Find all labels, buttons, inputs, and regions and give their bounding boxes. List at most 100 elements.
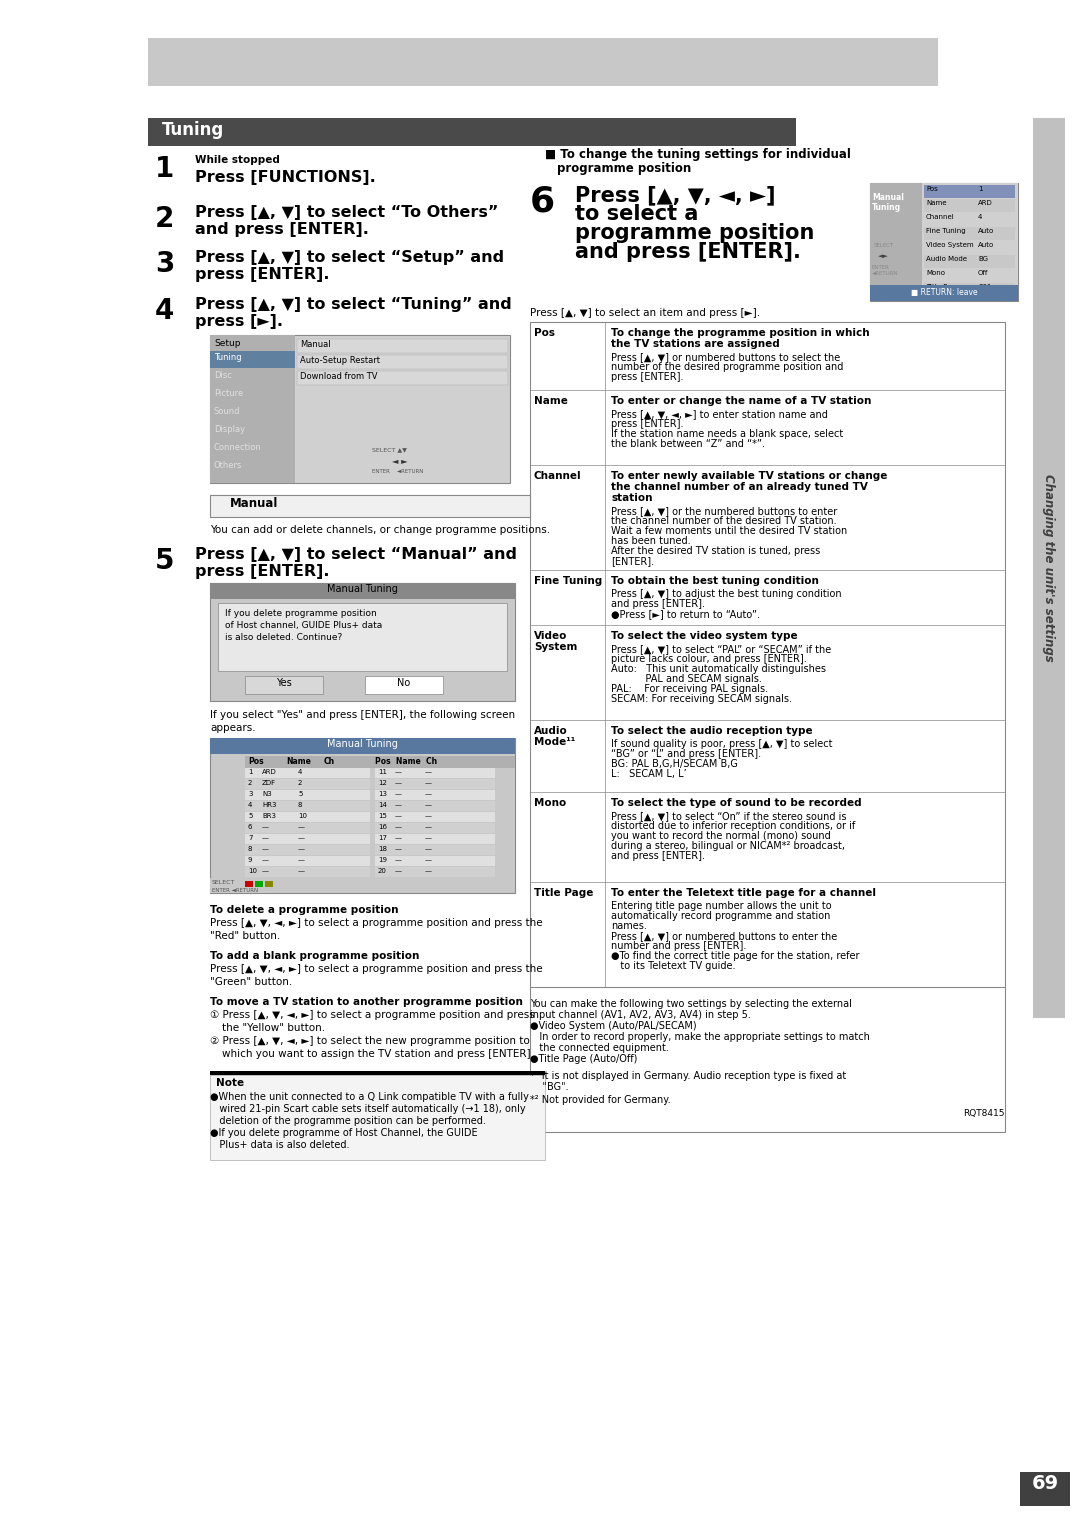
Text: 301: 301 <box>978 284 991 290</box>
Bar <box>375 824 495 833</box>
Text: “BG” or “L” and press [ENTER].: “BG” or “L” and press [ENTER]. <box>611 749 761 759</box>
Text: SELECT: SELECT <box>874 243 894 248</box>
Text: ENTER    ◄RETURN: ENTER ◄RETURN <box>372 469 423 474</box>
Text: deletion of the programme position can be performed.: deletion of the programme position can b… <box>210 1115 486 1126</box>
Bar <box>148 118 796 147</box>
Text: 10: 10 <box>248 868 257 874</box>
Text: ZDF: ZDF <box>262 779 276 785</box>
Text: 13: 13 <box>378 792 387 798</box>
Text: Title Page: Title Page <box>926 284 960 290</box>
Bar <box>210 879 270 892</box>
Text: programme position: programme position <box>557 162 691 176</box>
Text: RQT8415: RQT8415 <box>963 1109 1005 1118</box>
Text: press [ENTER].: press [ENTER]. <box>195 564 329 579</box>
Text: SELECT ▲▼: SELECT ▲▼ <box>372 448 407 452</box>
Text: number and press [ENTER].: number and press [ENTER]. <box>611 941 746 950</box>
Text: —: — <box>426 847 432 853</box>
Text: 4: 4 <box>156 296 174 325</box>
Text: Auto: Auto <box>978 241 995 248</box>
Text: 19: 19 <box>378 857 387 863</box>
Bar <box>210 423 295 440</box>
Text: ARD: ARD <box>262 769 276 775</box>
Text: 4: 4 <box>978 214 983 220</box>
Text: Mode¹¹: Mode¹¹ <box>534 736 576 747</box>
Text: 5: 5 <box>298 792 302 798</box>
Text: 4: 4 <box>248 802 253 808</box>
Bar <box>245 834 370 843</box>
Text: of Host channel, GUIDE Plus+ data: of Host channel, GUIDE Plus+ data <box>225 620 382 630</box>
Text: 6: 6 <box>530 185 555 219</box>
Text: 9: 9 <box>248 857 253 863</box>
Text: Press [▲, ▼] or numbered buttons to enter the: Press [▲, ▼] or numbered buttons to ente… <box>611 931 837 941</box>
Text: Auto:   This unit automatically distinguishes: Auto: This unit automatically distinguis… <box>611 665 826 674</box>
Text: ●Title Page (Auto/Off): ●Title Page (Auto/Off) <box>530 1054 637 1063</box>
Bar <box>245 801 370 811</box>
Text: Ch: Ch <box>324 756 335 766</box>
Bar <box>924 228 1015 240</box>
Text: "Green" button.: "Green" button. <box>210 976 293 987</box>
Bar <box>297 354 508 368</box>
Text: —: — <box>262 847 269 853</box>
Text: Press [▲, ▼] to adjust the best tuning condition: Press [▲, ▼] to adjust the best tuning c… <box>611 588 841 599</box>
Text: —: — <box>262 834 269 840</box>
Text: After the desired TV station is tuned, press: After the desired TV station is tuned, p… <box>611 545 820 556</box>
Bar <box>255 882 264 886</box>
Text: 69: 69 <box>1031 1475 1058 1493</box>
Text: If sound quality is poor, press [▲, ▼] to select: If sound quality is poor, press [▲, ▼] t… <box>611 740 833 749</box>
Text: 15: 15 <box>378 813 387 819</box>
Bar <box>870 183 1018 301</box>
Bar <box>375 769 495 778</box>
Bar <box>210 335 510 483</box>
Text: Press [▲, ▼, ◄, ►] to select a programme position and press the: Press [▲, ▼, ◄, ►] to select a programme… <box>210 918 542 927</box>
Text: Download from TV: Download from TV <box>300 371 378 380</box>
Text: —: — <box>426 824 432 830</box>
Text: —: — <box>426 769 432 775</box>
Bar <box>924 185 1015 199</box>
Bar <box>365 675 443 694</box>
Text: If the station name needs a blank space, select: If the station name needs a blank space,… <box>611 429 843 439</box>
Text: Wait a few moments until the desired TV station: Wait a few moments until the desired TV … <box>611 526 847 536</box>
Text: Pos: Pos <box>248 756 264 766</box>
Text: You can add or delete channels, or change programme positions.: You can add or delete channels, or chang… <box>210 526 550 535</box>
Text: Press [▲, ▼] to select “Tuning” and: Press [▲, ▼] to select “Tuning” and <box>195 296 512 312</box>
Text: the channel number of an already tuned TV: the channel number of an already tuned T… <box>611 481 868 492</box>
Text: 8: 8 <box>248 847 253 853</box>
Bar <box>375 790 495 801</box>
Text: Setup: Setup <box>214 339 241 348</box>
Text: N3: N3 <box>262 792 272 798</box>
Text: To enter the Teletext title page for a channel: To enter the Teletext title page for a c… <box>611 888 876 898</box>
Bar <box>245 856 370 866</box>
Text: and press [ENTER].: and press [ENTER]. <box>611 599 705 610</box>
Bar <box>870 183 922 301</box>
Bar <box>210 442 295 458</box>
Text: ●When the unit connected to a Q Link compatible TV with a fully: ●When the unit connected to a Q Link com… <box>210 1093 529 1102</box>
Bar <box>210 368 295 387</box>
Text: Audio Mode: Audio Mode <box>926 257 967 261</box>
Text: —: — <box>395 857 402 863</box>
Text: 20: 20 <box>378 868 387 874</box>
Text: the channel number of the desired TV station.: the channel number of the desired TV sta… <box>611 516 837 526</box>
Text: input channel (AV1, AV2, AV3, AV4) in step 5.: input channel (AV1, AV2, AV3, AV4) in st… <box>530 1010 751 1021</box>
Text: 2: 2 <box>248 779 253 785</box>
Text: 2: 2 <box>156 205 174 232</box>
Text: to select a: to select a <box>575 205 699 225</box>
Text: —: — <box>298 834 305 840</box>
Text: Tuning: Tuning <box>162 121 225 139</box>
Text: ●Video System (Auto/PAL/SECAM): ●Video System (Auto/PAL/SECAM) <box>530 1021 697 1031</box>
Bar <box>245 866 370 877</box>
Text: press [ENTER].: press [ENTER]. <box>611 371 684 382</box>
Text: Press [▲, ▼] to select “To Others”: Press [▲, ▼] to select “To Others” <box>195 205 498 220</box>
Text: SELECT: SELECT <box>212 880 235 885</box>
Text: —: — <box>426 834 432 840</box>
Text: Press [▲, ▼] to select “Setup” and: Press [▲, ▼] to select “Setup” and <box>195 251 504 264</box>
Text: *¹ It is not displayed in Germany. Audio reception type is fixed at: *¹ It is not displayed in Germany. Audio… <box>530 1071 847 1080</box>
Text: 14: 14 <box>378 802 387 808</box>
Text: Channel: Channel <box>926 214 955 220</box>
Text: Press [▲, ▼, ◄, ►]: Press [▲, ▼, ◄, ►] <box>575 185 775 205</box>
Text: is also deleted. Continue?: is also deleted. Continue? <box>225 633 342 642</box>
Text: Press [▲, ▼, ◄, ►] to select a programme position and press the: Press [▲, ▼, ◄, ►] to select a programme… <box>210 964 542 973</box>
Bar <box>924 255 1015 267</box>
Bar <box>375 834 495 843</box>
Text: Manual: Manual <box>300 341 330 348</box>
Text: Press [▲, ▼] to select “Manual” and: Press [▲, ▼] to select “Manual” and <box>195 547 517 562</box>
